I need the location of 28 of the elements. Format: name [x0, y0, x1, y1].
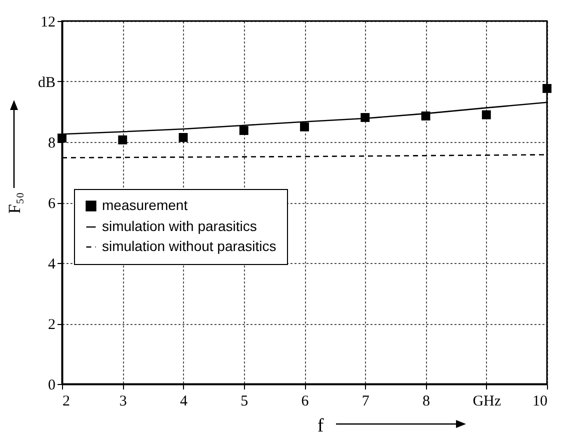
x-tick-label: 10 [532, 394, 548, 410]
y-tick-label: 4 [48, 256, 56, 272]
point [239, 126, 248, 135]
point [542, 84, 552, 93]
y-tick-label: dB [38, 75, 56, 91]
point [118, 135, 128, 144]
point [58, 134, 66, 143]
x-tick-label: 5 [240, 394, 248, 410]
x-tick-label: 7 [362, 394, 370, 410]
x-tick-label: GHz [472, 394, 502, 410]
y-tick-label: 0 [48, 378, 56, 394]
x-tick-label: 8 [422, 394, 430, 410]
x-axis-title: f [317, 416, 324, 436]
x-tick-label: 3 [119, 394, 127, 410]
y-tick-label: 8 [48, 136, 56, 152]
y-axis-title: F₅₀ [4, 192, 24, 214]
x-tick-label: 2 [62, 394, 70, 410]
y-tick-label: 2 [48, 317, 56, 333]
legend-label: simulation with parasitics [102, 218, 257, 234]
legend-label: measurement [102, 197, 188, 213]
point [178, 132, 188, 142]
x-tick-label: 4 [180, 394, 188, 410]
y-tick-label: 12 [40, 14, 56, 30]
x-tick-label: 6 [301, 394, 310, 410]
y-tick-label: 6 [48, 196, 56, 212]
legend-label: simulation without parasitics [102, 238, 276, 254]
point [300, 122, 309, 132]
point [482, 110, 491, 120]
